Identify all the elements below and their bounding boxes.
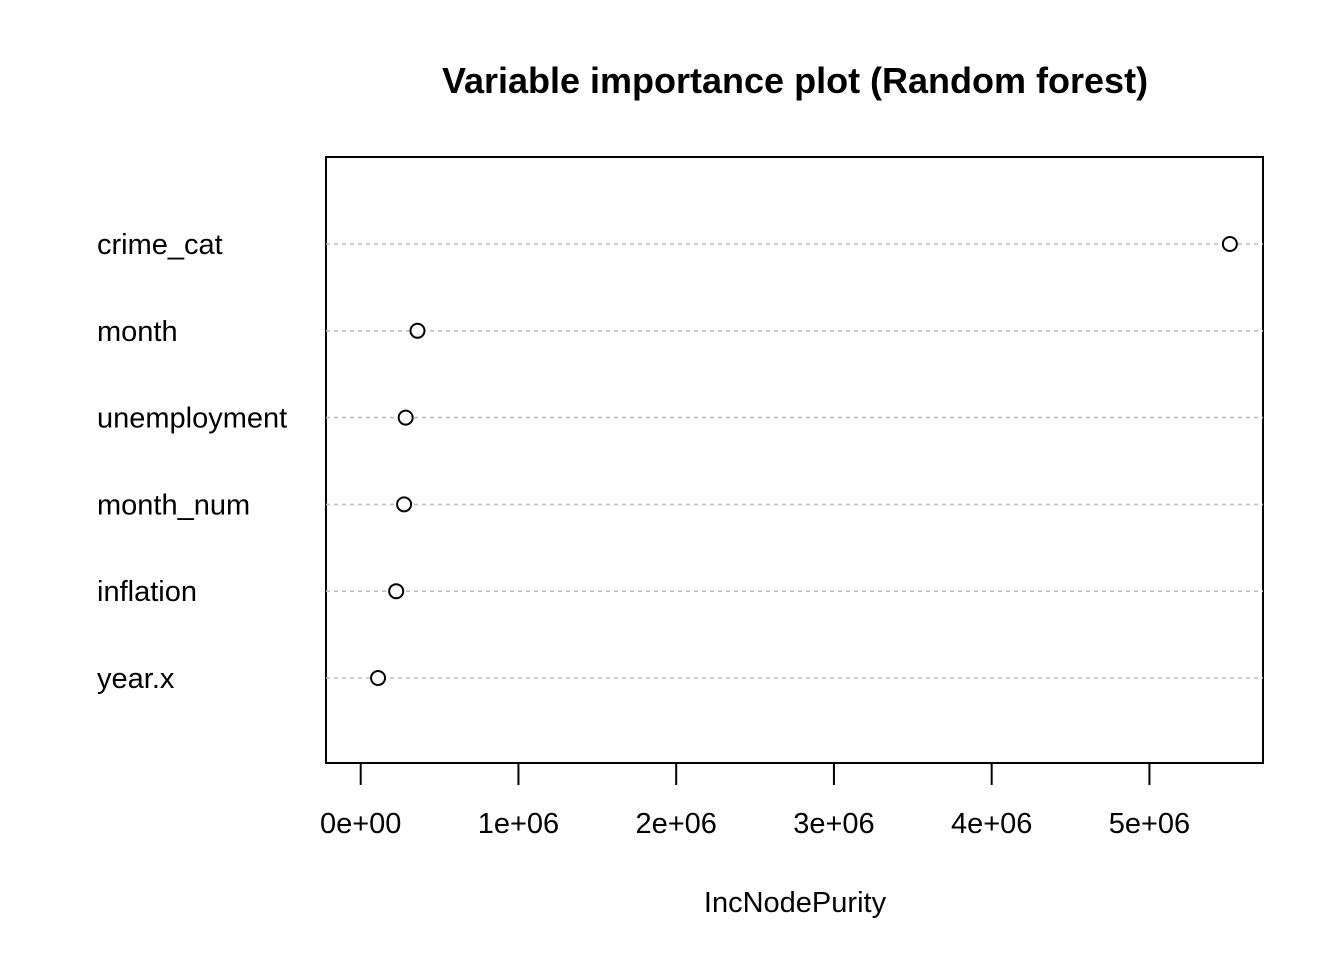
x-tick-label: 2e+06 (635, 808, 716, 840)
data-point-crime_cat (1221, 236, 1238, 252)
data-point-inflation (388, 583, 405, 600)
x-axis: 0e+00 1e+06 2e+06 3e+06 4e+06 5e+06 (320, 762, 1190, 840)
plot-frame (325, 156, 1264, 764)
category-label: inflation (97, 576, 197, 608)
x-tick-label: 1e+06 (478, 808, 559, 840)
x-tick-label: 0e+00 (320, 808, 401, 840)
data-point-month (409, 322, 426, 339)
grid-layer (326, 243, 1263, 679)
data-point-month_num (396, 496, 413, 513)
category-label: unemployment (97, 403, 287, 435)
category-label: year.x (97, 663, 175, 695)
x-axis-title: IncNodePurity (704, 887, 887, 919)
chart-title: Variable importance plot (Random forest) (442, 60, 1148, 101)
category-label: month_num (97, 489, 250, 521)
category-label: month (97, 316, 178, 348)
data-point-year.x (370, 670, 387, 686)
category-label: crime_cat (97, 229, 223, 261)
x-tick-label: 5e+06 (1109, 808, 1190, 840)
data-point-unemployment (397, 409, 414, 426)
x-tick-label: 3e+06 (793, 808, 874, 840)
data-points (370, 236, 1238, 686)
x-tick-label: 4e+06 (951, 808, 1032, 840)
